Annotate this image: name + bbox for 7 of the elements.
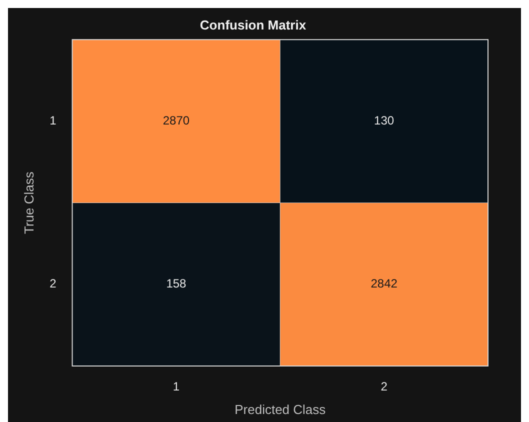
x-axis-title: Predicted Class <box>234 402 326 417</box>
data-label: 2842 <box>370 276 398 291</box>
y-axis-title: True Class <box>21 171 36 234</box>
data-label: 2870 <box>162 114 190 128</box>
chart-title: Confusion Matrix <box>200 17 307 32</box>
data-label: 158 <box>166 276 187 291</box>
data-label: 130 <box>374 114 394 128</box>
